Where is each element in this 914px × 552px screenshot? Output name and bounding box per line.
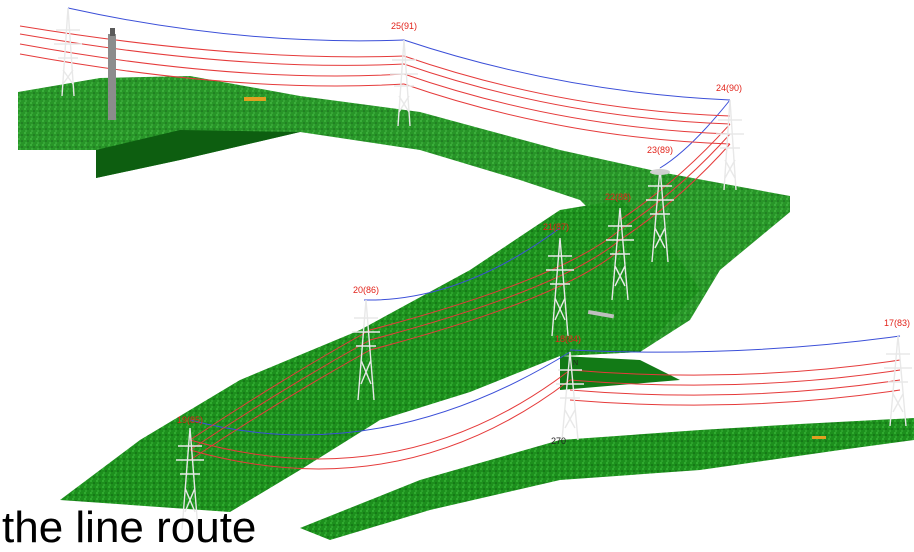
tower-label: 18(84) [555, 334, 582, 344]
towers [54, 7, 912, 531]
tower-icon [884, 335, 912, 427]
tower-label: 25(91) [391, 21, 418, 31]
tower-label: 17(83) [884, 318, 911, 328]
marker-object [812, 436, 826, 439]
tower-icon [352, 299, 380, 401]
marker-label: 270 [551, 436, 567, 446]
tower-icon [546, 237, 574, 337]
tower-label: 23(89) [647, 145, 674, 155]
terrain [18, 76, 914, 540]
tower-icon [390, 39, 418, 127]
conductors [19, 25, 901, 470]
tower-label: 20(86) [353, 285, 380, 295]
tower-label: 21(87) [543, 222, 570, 232]
mast [108, 28, 116, 120]
tower-icon [556, 351, 584, 441]
caption: the line route [2, 503, 257, 552]
ground-wires [67, 7, 901, 436]
tower-icon [646, 167, 674, 263]
tower-icon [54, 7, 82, 97]
marker-object [244, 97, 266, 101]
tower-label: 24(90) [716, 83, 743, 93]
tower-label: 22(88) [605, 192, 632, 202]
tower-icon [606, 207, 634, 301]
tower-icon [176, 427, 204, 531]
tower-tag: N [573, 360, 579, 367]
marker-object [587, 309, 615, 319]
tower-icon [716, 99, 744, 191]
tower-label: 19(85) [177, 415, 204, 425]
